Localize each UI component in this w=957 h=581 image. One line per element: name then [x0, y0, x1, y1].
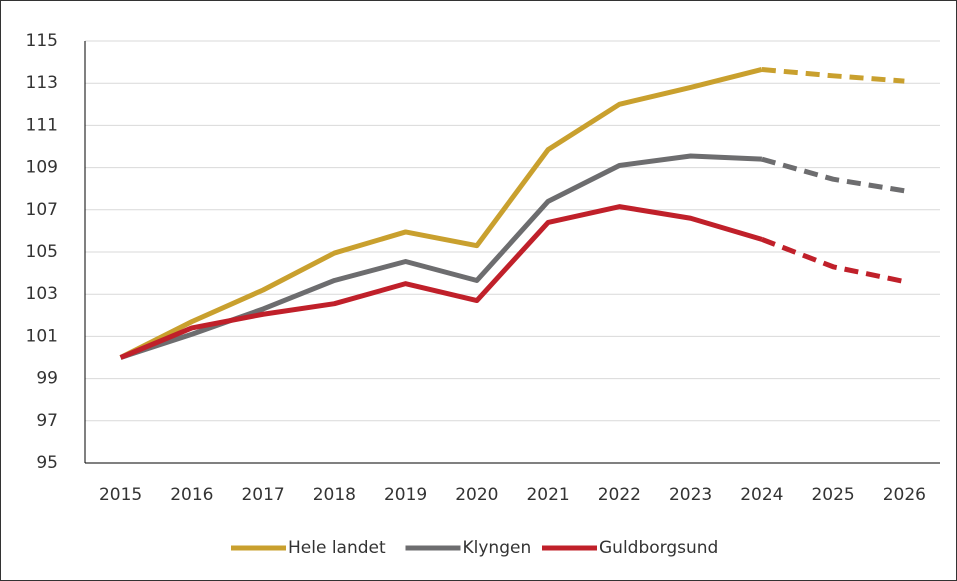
legend-label: Guldborgsund — [599, 538, 718, 558]
y-tick-label: 97 — [36, 411, 58, 431]
x-tick-label: 2020 — [455, 485, 498, 505]
legend-label: Hele landet — [288, 538, 386, 558]
y-tick-label: 107 — [26, 200, 58, 220]
y-tick-label: 115 — [26, 31, 58, 51]
x-tick-label: 2019 — [384, 485, 427, 505]
y-tick-label: 101 — [26, 326, 58, 346]
x-tick-label: 2017 — [241, 485, 284, 505]
x-tick-label: 2023 — [669, 485, 712, 505]
x-tick-label: 2016 — [170, 485, 213, 505]
x-tick-label: 2025 — [811, 485, 854, 505]
x-tick-label: 2021 — [526, 485, 569, 505]
y-tick-label: 105 — [26, 242, 58, 262]
x-tick-label: 2015 — [99, 485, 142, 505]
x-tick-label: 2022 — [598, 485, 641, 505]
y-tick-label: 111 — [26, 115, 58, 135]
y-tick-label: 103 — [26, 284, 58, 304]
x-tick-label: 2018 — [313, 485, 356, 505]
series-line-dashed — [760, 237, 905, 284]
y-tick-label: 113 — [26, 73, 58, 93]
y-tick-label: 109 — [26, 158, 58, 178]
y-tick-label: 99 — [36, 369, 58, 389]
series-line — [119, 204, 763, 360]
series-line — [119, 67, 763, 360]
series-line-dashed — [761, 156, 905, 194]
x-tick-label: 2026 — [883, 485, 926, 505]
y-tick-label: 95 — [36, 453, 58, 473]
x-tick-label: 2024 — [740, 485, 783, 505]
series-line-dashed — [761, 66, 905, 84]
legend-label: Klyngen — [463, 538, 532, 558]
